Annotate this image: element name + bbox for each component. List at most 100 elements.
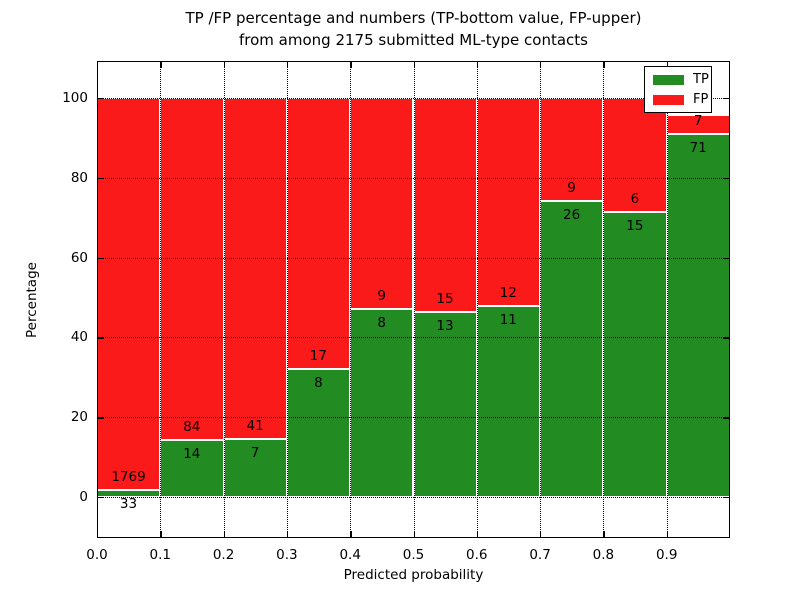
bar-tp-0.7-0.8 xyxy=(540,200,604,497)
y-tick-label-80: 80 xyxy=(70,169,88,186)
bar-fp-0.2-0.3 xyxy=(223,98,287,439)
bar-fp-0.0-0.1 xyxy=(97,98,161,490)
bar-value-tp-0.3-0.4: 8 xyxy=(314,375,323,392)
x-tick-mark xyxy=(666,61,669,68)
x-tick-mark xyxy=(350,531,352,538)
x-tick-mark xyxy=(413,61,415,68)
gridline-x-0.7 xyxy=(540,61,542,538)
y-tick-mark xyxy=(97,98,104,100)
y-tick-mark xyxy=(97,417,104,419)
bar-tp-0.2-0.3 xyxy=(223,438,287,497)
bar-value-fp-0.4-0.5: 9 xyxy=(377,288,386,305)
bar-tp-0.8-0.9 xyxy=(603,211,667,497)
y-tick-mark xyxy=(97,497,104,499)
chart-title-line-1: TP /FP percentage and numbers (TP-bottom… xyxy=(185,9,642,27)
x-tick-label-0.5: 0.5 xyxy=(402,547,425,563)
x-tick-label-0.3: 0.3 xyxy=(276,547,298,563)
bar-value-tp-0.8-0.9: 15 xyxy=(626,217,644,234)
bar-value-fp-0.3-0.4: 17 xyxy=(309,348,327,365)
bar-value-tp-0.2-0.3: 7 xyxy=(250,444,260,461)
x-tick-mark xyxy=(666,531,669,538)
x-axis-label: Predicted probability xyxy=(343,567,484,583)
y-tick-mark xyxy=(723,337,730,339)
y-tick-mark xyxy=(723,98,730,100)
bar-value-fp-0.0-0.1: 1769 xyxy=(111,468,146,485)
x-tick-mark xyxy=(603,531,605,538)
bar-value-tp-0.7-0.8: 26 xyxy=(563,206,581,223)
bar-value-tp-0.4-0.5: 8 xyxy=(377,315,386,332)
x-tick-mark xyxy=(286,531,289,538)
gridline-x-0.6 xyxy=(476,61,478,538)
legend: TP FP xyxy=(644,66,712,113)
bar-value-fp-0.2-0.3: 41 xyxy=(246,417,264,434)
x-tick-mark xyxy=(603,61,605,68)
bar-value-fp-0.7-0.8: 9 xyxy=(567,179,576,196)
y-tick-mark xyxy=(97,337,104,339)
bar-value-fp-0.5-0.6: 15 xyxy=(436,290,454,307)
x-tick-mark xyxy=(728,531,730,538)
y-tick-label-60: 60 xyxy=(70,249,88,266)
bar-value-fp-0.8-0.9: 6 xyxy=(630,190,640,207)
legend-entry-tp: TP xyxy=(645,70,711,90)
y-tick-mark xyxy=(97,177,104,180)
gridline-x-0.4 xyxy=(350,61,352,538)
bar-value-fp-0.9-1.0: 7 xyxy=(693,112,703,129)
legend-swatch-tp-icon xyxy=(653,75,684,85)
x-tick-mark xyxy=(350,61,352,68)
x-tick-mark xyxy=(160,531,162,538)
x-tick-mark xyxy=(97,61,99,68)
x-tick-label-0.4: 0.4 xyxy=(339,547,361,563)
x-tick-label-0.9: 0.9 xyxy=(655,547,678,563)
y-tick-mark xyxy=(723,257,730,259)
bar-value-tp-0.5-0.6: 13 xyxy=(436,317,454,334)
bar-value-fp-0.6-0.7: 12 xyxy=(499,285,517,302)
bar-tp-0.1-0.2 xyxy=(160,439,224,497)
x-tick-mark xyxy=(728,61,730,68)
x-tick-mark xyxy=(223,61,225,68)
bar-value-tp-0.1-0.2: 14 xyxy=(183,445,201,462)
bar-tp-0.9-1.0 xyxy=(666,133,730,497)
gridline-x-0.3 xyxy=(286,61,288,538)
x-tick-label-0.0: 0.0 xyxy=(86,547,108,563)
gridline-x-0.5 xyxy=(413,61,415,538)
bar-fp-0.1-0.2 xyxy=(160,98,224,440)
y-axis-label: Percentage xyxy=(24,262,40,338)
x-tick-mark xyxy=(413,531,415,538)
bar-tp-0.5-0.6 xyxy=(413,311,477,497)
x-tick-label-0.7: 0.7 xyxy=(529,547,551,563)
y-tick-mark xyxy=(723,177,730,180)
x-tick-mark xyxy=(223,531,225,538)
y-tick-mark xyxy=(97,257,104,259)
gridline-x-0.8 xyxy=(603,61,605,538)
gridline-x-0.1 xyxy=(160,61,162,538)
bar-value-tp-0.6-0.7: 11 xyxy=(499,312,517,329)
bar-fp-0.5-0.6 xyxy=(413,98,477,312)
bar-tp-0.6-0.7 xyxy=(476,306,541,497)
chart-title: TP /FP percentage and numbers (TP-bottom… xyxy=(97,7,730,51)
x-tick-mark xyxy=(97,531,99,538)
legend-label-fp: FP xyxy=(693,92,709,107)
gridline-x-0.9 xyxy=(666,61,668,538)
y-tick-mark xyxy=(723,497,730,499)
bar-fp-0.3-0.4 xyxy=(286,98,351,370)
x-tick-label-0.6: 0.6 xyxy=(466,547,488,563)
x-tick-mark xyxy=(476,61,479,68)
y-tick-label-20: 20 xyxy=(70,409,88,426)
y-tick-label-100: 100 xyxy=(62,90,88,106)
x-tick-label-0.2: 0.2 xyxy=(212,547,235,563)
legend-swatch-fp-icon xyxy=(653,95,684,105)
bar-value-tp-0.9-1.0: 71 xyxy=(689,139,707,156)
y-tick-mark xyxy=(723,417,730,419)
bar-value-tp-0.0-0.1: 33 xyxy=(119,495,138,512)
legend-entry-fp: FP xyxy=(645,90,711,110)
legend-label-tp: TP xyxy=(693,72,709,87)
plot-area: TP FP 1769 33 84 14 41 7 17 8 9 8 15 13 12 11 9 26 6 15 7 7… xyxy=(97,61,730,538)
bar-value-fp-0.1-0.2: 84 xyxy=(183,418,201,435)
chart-title-line-2: from among 2175 submitted ML-type contac… xyxy=(239,31,588,49)
x-tick-label-0.1: 0.1 xyxy=(149,547,172,563)
bar-fp-0.4-0.5 xyxy=(350,98,414,310)
x-tick-mark xyxy=(160,61,162,68)
x-tick-label-0.8: 0.8 xyxy=(592,547,615,563)
bar-fp-0.6-0.7 xyxy=(476,98,541,307)
y-tick-label-0: 0 xyxy=(79,489,88,505)
